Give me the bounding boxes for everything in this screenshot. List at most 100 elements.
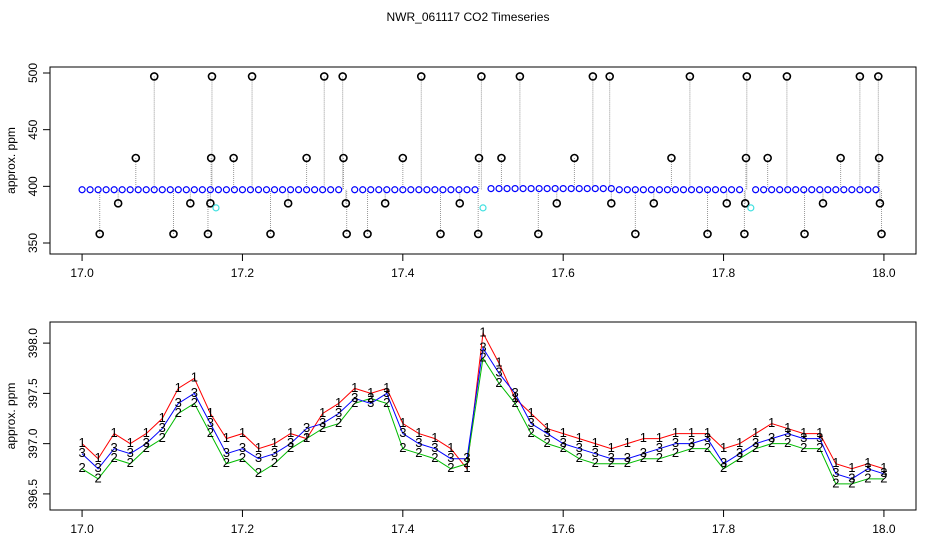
point-marker: 1	[383, 380, 390, 395]
point-marker: 1	[431, 430, 438, 445]
y-tick-label: 396.5	[26, 479, 40, 509]
point	[874, 153, 884, 163]
point	[519, 185, 527, 193]
point	[752, 186, 760, 194]
point-marker: 3	[527, 415, 534, 430]
point-marker: 3	[78, 445, 85, 460]
point-marker: 2	[447, 460, 454, 475]
point	[399, 186, 407, 194]
point	[463, 186, 471, 194]
point-marker: 1	[159, 410, 166, 425]
point-marker: 1	[271, 435, 278, 450]
point	[575, 185, 583, 193]
point	[367, 186, 375, 194]
point-marker: 1	[351, 380, 358, 395]
point-marker: 3	[399, 425, 406, 440]
point-marker: 1	[511, 390, 518, 405]
point	[874, 72, 883, 81]
series-line	[81, 346, 885, 480]
point	[407, 186, 415, 194]
point	[875, 199, 885, 208]
point	[158, 186, 166, 194]
point	[423, 186, 431, 194]
point	[169, 229, 178, 239]
point-marker: 3	[207, 415, 214, 430]
point-marker: 2	[736, 450, 743, 465]
point-marker: 2	[479, 350, 486, 365]
point	[102, 186, 110, 194]
point-marker: 3	[287, 435, 294, 450]
point	[747, 204, 755, 212]
point-marker: 1	[111, 425, 118, 440]
point-marker: 3	[367, 395, 374, 410]
y-tick-label: 400	[26, 176, 40, 196]
point	[203, 229, 213, 239]
point-marker: 3	[431, 440, 438, 455]
point-marker: 2	[592, 455, 599, 470]
point	[335, 186, 343, 194]
point	[229, 153, 238, 163]
point-marker: 2	[527, 425, 534, 440]
point-marker: 2	[576, 450, 583, 465]
point-marker: 2	[223, 455, 230, 470]
point	[591, 185, 599, 193]
point	[383, 186, 391, 194]
point-marker: 3	[127, 445, 134, 460]
point	[286, 186, 295, 194]
point	[818, 199, 828, 208]
point-marker: 2	[207, 425, 214, 440]
point-marker: 3	[383, 385, 390, 400]
point	[808, 186, 816, 194]
point-marker: 1	[143, 425, 150, 440]
point	[166, 186, 174, 194]
point	[742, 72, 752, 81]
point-marker: 3	[111, 440, 118, 455]
point-marker: 1	[592, 435, 599, 450]
point	[495, 185, 503, 193]
point	[740, 199, 750, 208]
point	[131, 153, 141, 163]
point-marker: 3	[592, 445, 599, 460]
point	[703, 186, 712, 194]
point-marker: 1	[736, 435, 743, 450]
point-marker: 2	[495, 375, 502, 390]
point-marker: 2	[159, 430, 166, 445]
point-marker: 2	[848, 475, 855, 490]
point	[342, 229, 351, 239]
x-tick-label: 17.0	[70, 266, 94, 280]
point	[278, 186, 287, 194]
point	[848, 186, 856, 194]
point-marker: 1	[399, 415, 406, 430]
point-marker: 2	[175, 405, 182, 420]
point	[816, 186, 824, 194]
point	[198, 186, 206, 194]
point-marker: 3	[752, 435, 759, 450]
point-marker: 2	[656, 450, 663, 465]
point	[800, 186, 808, 194]
point	[339, 153, 348, 163]
point	[206, 153, 216, 163]
point	[222, 186, 231, 194]
point-marker: 1	[816, 425, 823, 440]
point	[246, 186, 255, 194]
point-marker: 2	[351, 395, 358, 410]
point-marker: 2	[127, 455, 134, 470]
point	[182, 186, 190, 194]
point-marker: 1	[800, 425, 807, 440]
point-marker: 2	[143, 440, 150, 455]
point	[207, 72, 217, 81]
point	[655, 186, 664, 194]
point-marker: 3	[351, 390, 358, 405]
point	[551, 185, 559, 193]
point	[471, 186, 479, 194]
y-tick-label: 450	[26, 119, 40, 139]
point	[497, 153, 506, 163]
point	[567, 185, 575, 193]
point-marker: 1	[463, 460, 470, 475]
point	[631, 186, 639, 194]
series-line	[81, 356, 884, 485]
point	[855, 72, 865, 81]
point	[142, 186, 150, 194]
point	[741, 153, 751, 163]
point-marker: 3	[175, 395, 182, 410]
